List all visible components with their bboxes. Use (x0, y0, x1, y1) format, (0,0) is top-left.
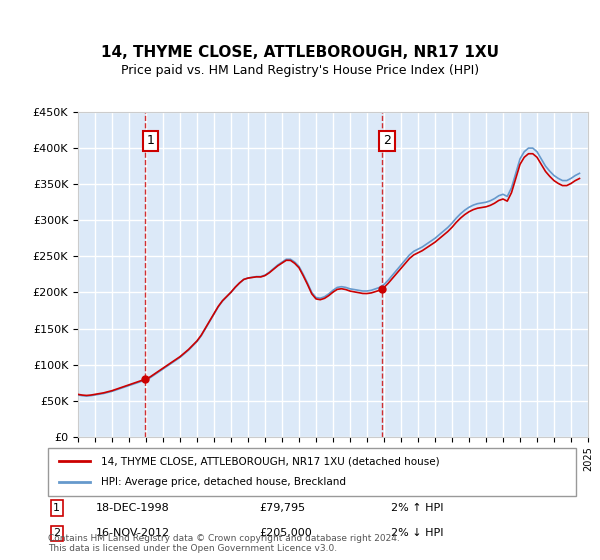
Text: 14, THYME CLOSE, ATTLEBOROUGH, NR17 1XU: 14, THYME CLOSE, ATTLEBOROUGH, NR17 1XU (101, 45, 499, 60)
Text: 1: 1 (146, 134, 154, 147)
Text: Contains HM Land Registry data © Crown copyright and database right 2024.
This d: Contains HM Land Registry data © Crown c… (48, 534, 400, 553)
Text: 1: 1 (53, 503, 60, 514)
Text: 2% ↓ HPI: 2% ↓ HPI (391, 528, 444, 538)
Text: 18-DEC-1998: 18-DEC-1998 (95, 503, 169, 514)
Text: Price paid vs. HM Land Registry's House Price Index (HPI): Price paid vs. HM Land Registry's House … (121, 64, 479, 77)
Text: 16-NOV-2012: 16-NOV-2012 (95, 528, 170, 538)
Text: 2% ↑ HPI: 2% ↑ HPI (391, 503, 444, 514)
FancyBboxPatch shape (48, 448, 576, 496)
Text: £79,795: £79,795 (259, 503, 305, 514)
Text: HPI: Average price, detached house, Breckland: HPI: Average price, detached house, Brec… (101, 477, 346, 487)
Text: 2: 2 (53, 528, 61, 538)
Text: £205,000: £205,000 (259, 528, 312, 538)
Text: 2: 2 (383, 134, 391, 147)
Text: 14, THYME CLOSE, ATTLEBOROUGH, NR17 1XU (detached house): 14, THYME CLOSE, ATTLEBOROUGH, NR17 1XU … (101, 456, 439, 466)
